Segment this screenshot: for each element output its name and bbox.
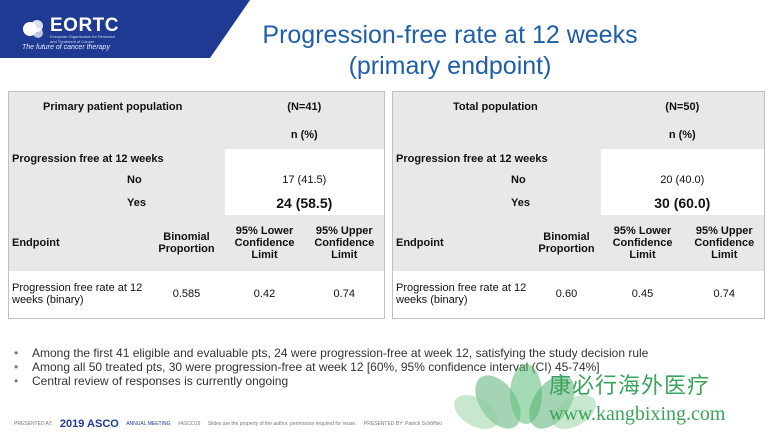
binomial-header: Binomial Proportion — [538, 230, 595, 255]
primary-population-table: Primary patient population (N=41) n (%) … — [8, 91, 386, 319]
asco-logo-year: 2019 ASCO — [59, 418, 119, 430]
upper-limit-value: 0.74 — [713, 288, 735, 301]
presented-at: PRESENTED AT: — [14, 421, 53, 427]
no-label: No — [392, 169, 601, 191]
yes-label: Yes — [8, 190, 225, 215]
population-n: (N=50) — [665, 100, 700, 113]
watermark-leaf-icon — [454, 364, 596, 430]
yes-value: 24 (58.5) — [224, 190, 385, 215]
yes-value: 30 (60.0) — [600, 190, 765, 215]
footer: PRESENTED AT: 2019 ASCO ANNUAL MEETING #… — [14, 418, 448, 430]
population-label: Primary patient population — [43, 100, 183, 113]
eortc-logo-icon — [23, 20, 43, 38]
logo-subtitle: European Organisation for Research and T… — [50, 34, 116, 44]
endpoint-row-label: Progression free rate at 12 weeks (binar… — [12, 282, 143, 307]
slide-title: Progression-free rate at 12 weeks (prima… — [200, 20, 700, 82]
binomial-value: 0.585 — [172, 288, 201, 301]
title-line-1: Progression-free rate at 12 weeks — [262, 21, 638, 49]
findings-list: Among the first 41 eligible and evaluabl… — [14, 346, 648, 388]
total-population-table: Total population (N=50) n (%) Progressio… — [392, 91, 766, 319]
upper-limit-value: 0.74 — [333, 288, 355, 301]
bullet-item: Among all 50 treated pts, 30 were progre… — [14, 360, 648, 374]
watermark-chinese: 康必行海外医疗 — [549, 373, 711, 398]
watermark-url: www.kangbixing.com — [549, 403, 726, 425]
no-value: 17 (41.5) — [224, 169, 385, 191]
binomial-value: 0.60 — [555, 288, 578, 301]
lower-limit-header: 95% Lower Confidence Limit — [612, 224, 673, 261]
lower-limit-value: 0.45 — [631, 288, 654, 301]
upper-limit-header: 95% Upper Confidence Limit — [694, 224, 755, 261]
title-line-2: (primary endpoint) — [348, 52, 552, 80]
pfs-label: Progression free at 12 weeks — [8, 148, 225, 170]
asco-logo-meeting: ANNUAL MEETING — [126, 421, 171, 427]
logo-tagline: The future of cancer therapy — [22, 44, 110, 51]
presented-by: PRESENTED BY: Patrick Schöffski — [363, 421, 442, 427]
no-label: No — [8, 169, 225, 191]
yes-label: Yes — [392, 190, 601, 215]
population-label: Total population — [453, 100, 538, 113]
logo-name: EORTC — [50, 15, 119, 36]
binomial-header: Binomial Proportion — [158, 230, 215, 255]
population-n: (N=41) — [287, 100, 322, 113]
slides-note: Slides are the property of the author, p… — [207, 421, 357, 427]
lower-limit-value: 0.42 — [253, 288, 276, 301]
unit-label: n (%) — [290, 129, 318, 141]
pfs-label: Progression free at 12 weeks — [392, 148, 601, 170]
lower-limit-header: 95% Lower Confidence Limit — [234, 224, 295, 261]
no-value: 20 (40.0) — [600, 169, 765, 191]
bullet-item: Central review of responses is currently… — [14, 374, 648, 388]
endpoint-header: Endpoint — [12, 236, 60, 249]
endpoint-row-label: Progression free rate at 12 weeks (binar… — [396, 282, 527, 307]
hashtag: #ASCO19 — [177, 421, 201, 427]
endpoint-header: Endpoint — [396, 236, 444, 249]
unit-label: n (%) — [668, 129, 696, 141]
upper-limit-header: 95% Upper Confidence Limit — [314, 224, 375, 261]
bullet-item: Among the first 41 eligible and evaluabl… — [14, 346, 648, 360]
